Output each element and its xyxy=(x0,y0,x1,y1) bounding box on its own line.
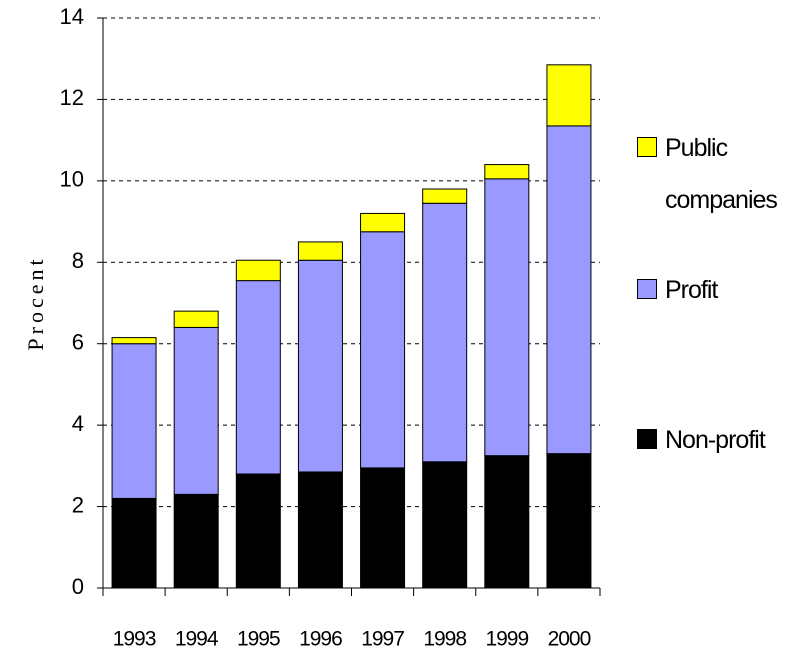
bar-segment xyxy=(111,497,157,589)
bar-segment xyxy=(173,310,219,328)
bar-segment xyxy=(484,178,530,457)
y-tick-label: 12 xyxy=(60,85,84,110)
legend-label: Profit xyxy=(665,276,718,304)
bar-segment xyxy=(546,453,592,589)
bar-segment xyxy=(297,259,343,473)
x-tick-label: 1997 xyxy=(361,628,404,651)
bar-segment xyxy=(422,188,468,204)
bar-segment xyxy=(360,212,406,233)
bar-segment xyxy=(297,471,343,589)
x-tick-label: 2000 xyxy=(548,628,591,651)
legend-swatch xyxy=(637,137,657,157)
bar-segment xyxy=(546,64,592,127)
bar-segment xyxy=(235,280,281,475)
bar-segment xyxy=(484,455,530,589)
legend-label: Non-profit xyxy=(665,426,766,454)
legend-swatch xyxy=(637,429,657,449)
y-tick-label: 0 xyxy=(72,574,84,599)
y-tick-label: 4 xyxy=(72,411,84,436)
bar-segment xyxy=(235,473,281,589)
y-tick-label: 6 xyxy=(72,330,84,355)
bar-segment xyxy=(173,326,219,495)
x-tick-label: 1999 xyxy=(485,628,528,651)
legend-label: Public companies xyxy=(665,134,778,214)
bar-segment xyxy=(360,467,406,589)
bar-segment xyxy=(360,231,406,469)
y-tick-label: 8 xyxy=(72,248,84,273)
bar-segment xyxy=(484,164,530,180)
y-tick-label: 14 xyxy=(60,4,84,29)
bar-segment xyxy=(422,202,468,463)
x-tick-label: 1993 xyxy=(113,628,156,651)
y-tick-label: 2 xyxy=(72,492,84,517)
x-tick-label: 1994 xyxy=(175,628,219,651)
bar-segment xyxy=(235,259,281,282)
x-tick-label: 1998 xyxy=(423,628,466,651)
bar-segment xyxy=(422,461,468,589)
y-tick-label: 10 xyxy=(60,167,84,192)
legend-swatch xyxy=(637,279,657,299)
bar-segment xyxy=(297,241,343,261)
bar-segment xyxy=(111,337,157,345)
x-tick-label: 1995 xyxy=(237,628,280,651)
x-tick-label: 1996 xyxy=(299,628,342,651)
bar-segment xyxy=(173,493,219,589)
bar-segment xyxy=(546,125,592,455)
y-axis-label: Procent xyxy=(23,255,48,350)
bar-segment xyxy=(111,343,157,499)
